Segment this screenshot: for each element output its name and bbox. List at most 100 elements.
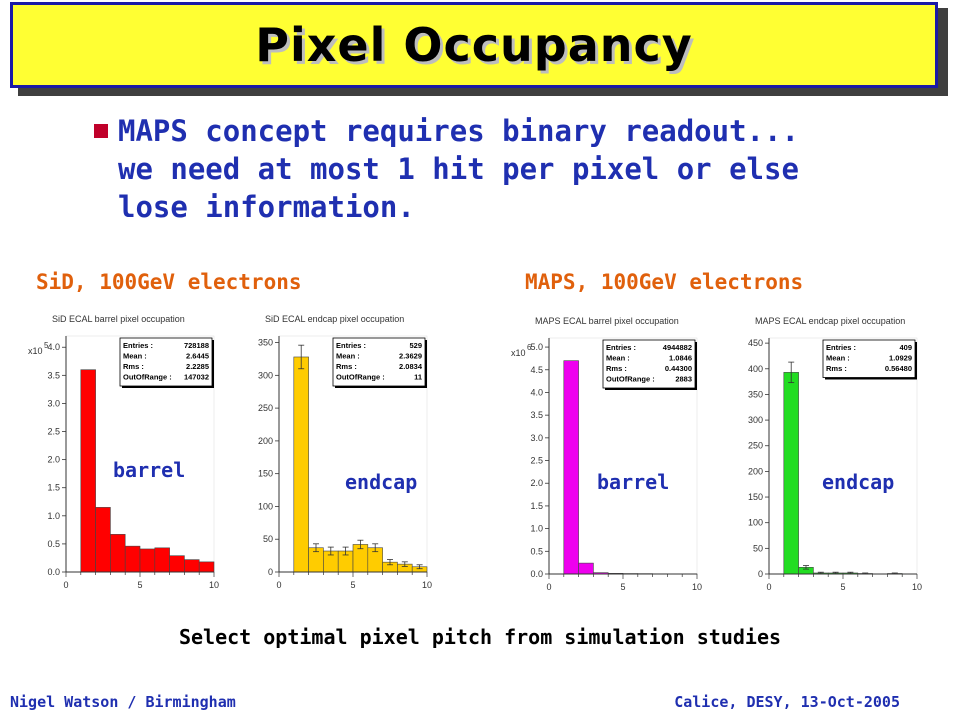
y-multiplier: x10 (28, 346, 43, 356)
chart-title: SiD ECAL endcap pixel occupation (265, 314, 404, 324)
y-tick-label: 0 (268, 567, 273, 577)
x-tick-label: 5 (840, 582, 845, 592)
histogram-bar (169, 555, 185, 573)
y-tick-label: 1.0 (47, 511, 60, 521)
chart-title: MAPS ECAL barrel pixel occupation (535, 316, 679, 326)
footer-venue: Calice, DESY, 13-Oct-2005 (674, 693, 900, 711)
region-label-maps-endcap: endcap (822, 470, 895, 494)
y-exponent: 5 (44, 341, 49, 350)
y-tick-label: 5.0 (530, 342, 543, 352)
x-tick-label: 10 (209, 580, 219, 590)
histogram-svg: SiD ECAL endcap pixel occupation 0 50 100 15… (258, 314, 432, 590)
y-tick-label: 450 (748, 338, 763, 348)
y-tick-label: 3.0 (47, 398, 60, 408)
stats-value: 2.2285 (186, 362, 209, 371)
stats-key: Mean : (123, 352, 147, 361)
y-tick-label: 50 (263, 534, 273, 544)
histogram-svg: MAPS ECAL barrel pixel occupation 0.0 0.5 1… (511, 316, 702, 592)
y-tick-label: 150 (258, 469, 273, 479)
stats-key: OutOfRange : (336, 373, 385, 382)
stats-key: Rms : (336, 362, 357, 371)
chart-title: MAPS ECAL endcap pixel occupation (755, 316, 905, 326)
y-tick-label: 3.5 (47, 370, 60, 380)
plot-maps-endcap: MAPS ECAL endcap pixel occupation 0 50 100 1… (725, 312, 925, 600)
histogram-bar (95, 507, 111, 573)
region-label-maps-barrel: barrel (597, 470, 670, 494)
stats-box (602, 339, 696, 389)
stats-key: Entries : (336, 341, 366, 350)
y-tick-label: 200 (258, 436, 273, 446)
y-tick-label: 2.0 (530, 478, 543, 488)
x-tick-label: 5 (137, 580, 142, 590)
stats-key: Entries : (606, 343, 636, 352)
y-tick-label: 100 (258, 501, 273, 511)
y-tick-label: 0.0 (47, 567, 60, 577)
plot-maps-barrel: MAPS ECAL barrel pixel occupation 0.0 0.5 1… (505, 312, 705, 600)
y-tick-label: 300 (258, 370, 273, 380)
stats-value: 0.56480 (885, 364, 912, 373)
histogram-bar (198, 561, 215, 573)
conclusion-text: Select optimal pixel pitch from simulati… (178, 625, 782, 649)
histogram-bar (139, 548, 156, 573)
stats-value: 1.0846 (669, 354, 692, 363)
stats-key: Mean : (826, 354, 850, 363)
y-tick-label: 350 (748, 389, 763, 399)
stats-value: 2.6445 (186, 352, 209, 361)
title-banner: Pixel Occupancy (10, 2, 938, 88)
bullet-line: MAPS concept requires binary readout... (118, 114, 799, 148)
y-tick-label: 250 (748, 441, 763, 451)
y-tick-label: 4.0 (47, 342, 60, 352)
y-multiplier: x10 (511, 348, 526, 358)
bullet-line: lose information. (118, 190, 415, 224)
stats-value: 2883 (675, 375, 692, 384)
histogram-bar (563, 360, 579, 575)
x-tick-label: 10 (912, 582, 922, 592)
sid-group-label: SiD, 100GeV electrons (36, 270, 302, 294)
histogram-bar (154, 547, 170, 573)
stats-box (332, 337, 426, 387)
y-tick-label: 250 (258, 403, 273, 413)
histogram-bar (184, 559, 200, 573)
histogram-svg: SiD ECAL barrel pixel occupation 0.0 0.5 1.… (28, 314, 219, 590)
y-tick-label: 2.5 (47, 427, 60, 437)
region-label-sid-endcap: endcap (345, 470, 418, 494)
bullet-line: we need at most 1 hit per pixel or else (118, 152, 799, 186)
y-tick-label: 2.5 (530, 456, 543, 466)
footer-author: Nigel Watson / Birmingham (10, 693, 236, 711)
x-tick-label: 0 (766, 582, 771, 592)
y-tick-label: 350 (258, 338, 273, 348)
stats-key: Mean : (606, 354, 630, 363)
y-tick-label: 150 (748, 492, 763, 502)
y-tick-label: 4.0 (530, 387, 543, 397)
stats-value: 11 (414, 373, 422, 382)
stats-key: OutOfRange : (606, 375, 655, 384)
chart-title: SiD ECAL barrel pixel occupation (52, 314, 185, 324)
stats-key: Entries : (826, 343, 856, 352)
y-tick-label: 2.0 (47, 455, 60, 465)
x-tick-label: 10 (422, 580, 432, 590)
stats-key: Rms : (826, 364, 847, 373)
bullet-text: MAPS concept requires binary readout... … (118, 112, 878, 226)
stats-value: 1.0929 (889, 354, 912, 363)
stats-key: OutOfRange : (123, 373, 172, 382)
y-tick-label: 1.5 (47, 483, 60, 493)
histogram-bar (783, 372, 799, 575)
y-tick-label: 300 (748, 415, 763, 425)
stats-key: Rms : (606, 364, 627, 373)
stats-value: 2.0834 (399, 362, 423, 371)
histogram-bar (80, 369, 96, 573)
plot-sid-barrel: SiD ECAL barrel pixel occupation 0.0 0.5 1.… (22, 310, 222, 598)
stats-value: 728188 (184, 341, 209, 350)
stats-value: 409 (899, 343, 912, 352)
stats-box (119, 337, 213, 387)
stats-value: 2.3629 (399, 352, 422, 361)
y-tick-label: 50 (753, 543, 763, 553)
y-tick-label: 0.5 (47, 539, 60, 549)
y-tick-label: 3.5 (530, 410, 543, 420)
stats-key: Entries : (123, 341, 153, 350)
histogram-bar (293, 356, 309, 573)
x-tick-label: 0 (546, 582, 551, 592)
y-tick-label: 1.5 (530, 501, 543, 511)
stats-box (822, 339, 916, 378)
stats-key: Mean : (336, 352, 360, 361)
